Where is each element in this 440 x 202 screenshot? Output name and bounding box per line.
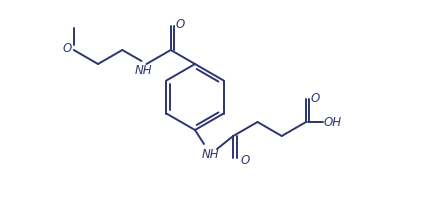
Text: OH: OH (324, 116, 342, 128)
Text: O: O (310, 92, 319, 104)
Text: O: O (62, 42, 71, 56)
Text: O: O (175, 19, 184, 32)
Text: NH: NH (135, 64, 152, 78)
Text: NH: NH (201, 147, 219, 161)
Text: O: O (241, 154, 250, 166)
